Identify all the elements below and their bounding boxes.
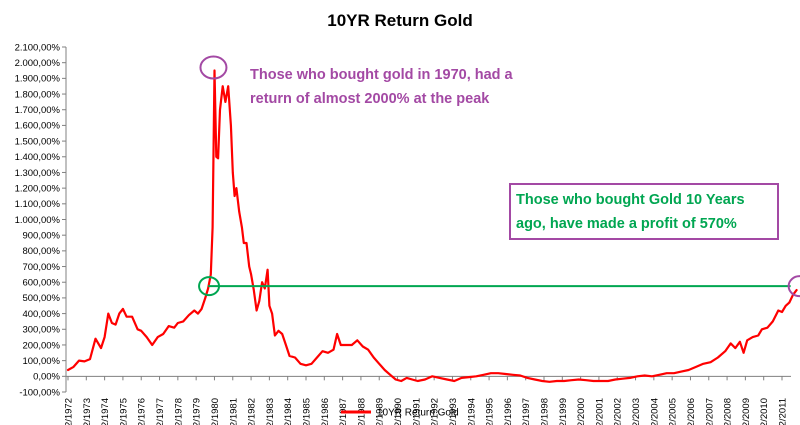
- y-tick-label: 300,00%: [22, 325, 60, 336]
- recent-annotation-line: ago, have made a profit of 570%: [516, 216, 737, 232]
- y-tick-label: 200,00%: [22, 340, 60, 351]
- y-tick-label: 100,00%: [22, 356, 60, 367]
- y-tick-label: 1.300,00%: [15, 168, 61, 179]
- x-tick-label: 1/02/2004: [649, 398, 660, 425]
- x-tick-label: 1/02/2007: [704, 398, 715, 425]
- y-tick-label: 1.700,00%: [15, 105, 61, 116]
- x-tick-label: 1/02/1982: [247, 398, 258, 425]
- y-axis: -100,00% 0,00% 100,00% 200,00% 300,00% 400,00…: [15, 42, 67, 398]
- y-tick-label: 1.200,00%: [15, 183, 61, 194]
- y-tick-label: 1.000,00%: [15, 215, 61, 226]
- x-tick-label: 1/02/1983: [265, 398, 276, 425]
- y-tick-label: 1.600,00%: [15, 121, 61, 132]
- x-tick-label: 1/02/1979: [192, 398, 203, 425]
- x-tick-label: 1/02/2002: [613, 398, 624, 425]
- chart-title: 10YR Return Gold: [327, 11, 472, 30]
- x-tick-label: 1/02/1975: [118, 398, 129, 425]
- x-tick-label: 1/02/2009: [741, 398, 752, 425]
- y-tick-label: 700,00%: [22, 262, 60, 273]
- x-tick-label: 1/02/1978: [173, 398, 184, 425]
- x-tick-label: 1/02/2000: [576, 398, 587, 425]
- y-tick-label: 1.900,00%: [15, 74, 61, 85]
- y-tick-label: 1.500,00%: [15, 136, 61, 147]
- series-line: [66, 69, 798, 383]
- x-tick-label: 1/02/1995: [485, 398, 496, 425]
- y-tick-label: 900,00%: [22, 230, 60, 241]
- peak-circle: [199, 55, 228, 80]
- x-tick-label: 1/02/1973: [82, 398, 93, 425]
- x-tick-label: 1/02/2005: [668, 398, 679, 425]
- x-tick-label: 1/02/1994: [466, 398, 477, 425]
- x-tick-label: 1/02/1996: [503, 398, 514, 425]
- x-tick-label: 1/02/1998: [540, 398, 551, 425]
- x-tick-label: 1/02/1991: [411, 398, 422, 425]
- x-tick-label: 1/02/1997: [521, 398, 532, 425]
- x-tick-label: 1/02/1992: [430, 398, 441, 425]
- x-tick-label: 1/02/1974: [100, 398, 111, 425]
- x-tick-label: 1/02/1989: [375, 398, 386, 425]
- peak-annotation-line: return of almost 2000% at the peak: [250, 91, 490, 107]
- plot-area: [66, 69, 798, 383]
- x-tick-label: 1/02/2010: [759, 398, 770, 425]
- x-tick-label: 1/02/1981: [228, 398, 239, 425]
- x-tick-label: 1/02/1990: [393, 398, 404, 425]
- x-tick-label: 1/02/1980: [210, 398, 221, 425]
- y-tick-label: 2.100,00%: [15, 42, 61, 53]
- recent-annotation-line: Those who bought Gold 10 Years: [516, 192, 745, 208]
- x-tick-label: 1/02/2008: [723, 398, 734, 425]
- x-tick-label: 1/02/1972: [64, 398, 75, 425]
- x-tick-label: 1/02/1977: [155, 398, 166, 425]
- x-tick-label: 1/02/1985: [302, 398, 313, 425]
- legend-label: 10YR Return Gold: [377, 408, 459, 419]
- reference-circle: [198, 276, 221, 297]
- x-axis: 1/02/1972 1/02/1973 1/02/1974 1/02/1975 1/02…: [64, 375, 791, 425]
- x-tick-label: 1/02/1993: [448, 398, 459, 425]
- y-tick-label: 2.000,00%: [15, 58, 61, 69]
- x-tick-label: 1/02/2003: [631, 398, 642, 425]
- y-tick-label: 500,00%: [22, 293, 60, 304]
- x-tick-label: 1/02/1999: [558, 398, 569, 425]
- y-tick-label: 1.800,00%: [15, 89, 61, 100]
- y-tick-label: -100,00%: [19, 387, 60, 398]
- y-tick-label: 0,00%: [33, 372, 60, 383]
- y-tick-label: 400,00%: [22, 309, 60, 320]
- x-tick-label: 1/02/1986: [320, 398, 331, 425]
- y-tick-label: 1.100,00%: [15, 199, 61, 210]
- x-tick-label: 1/02/2006: [686, 398, 697, 425]
- y-tick-label: 800,00%: [22, 246, 60, 257]
- y-tick-label: 1.400,00%: [15, 152, 61, 163]
- x-tick-label: 1/02/2001: [594, 398, 605, 425]
- peak-annotation-line: Those who bought gold in 1970, had a: [250, 67, 514, 83]
- legend: 10YR Return Gold: [341, 408, 459, 419]
- x-tick-label: 1/02/1976: [137, 398, 148, 425]
- x-tick-label: 1/02/2011: [778, 398, 789, 425]
- y-tick-label: 600,00%: [22, 278, 60, 289]
- x-tick-label: 1/02/1984: [283, 398, 294, 425]
- annotations: Those who bought gold in 1970, had a retu…: [198, 55, 800, 298]
- recent-annotation-box: [509, 183, 779, 240]
